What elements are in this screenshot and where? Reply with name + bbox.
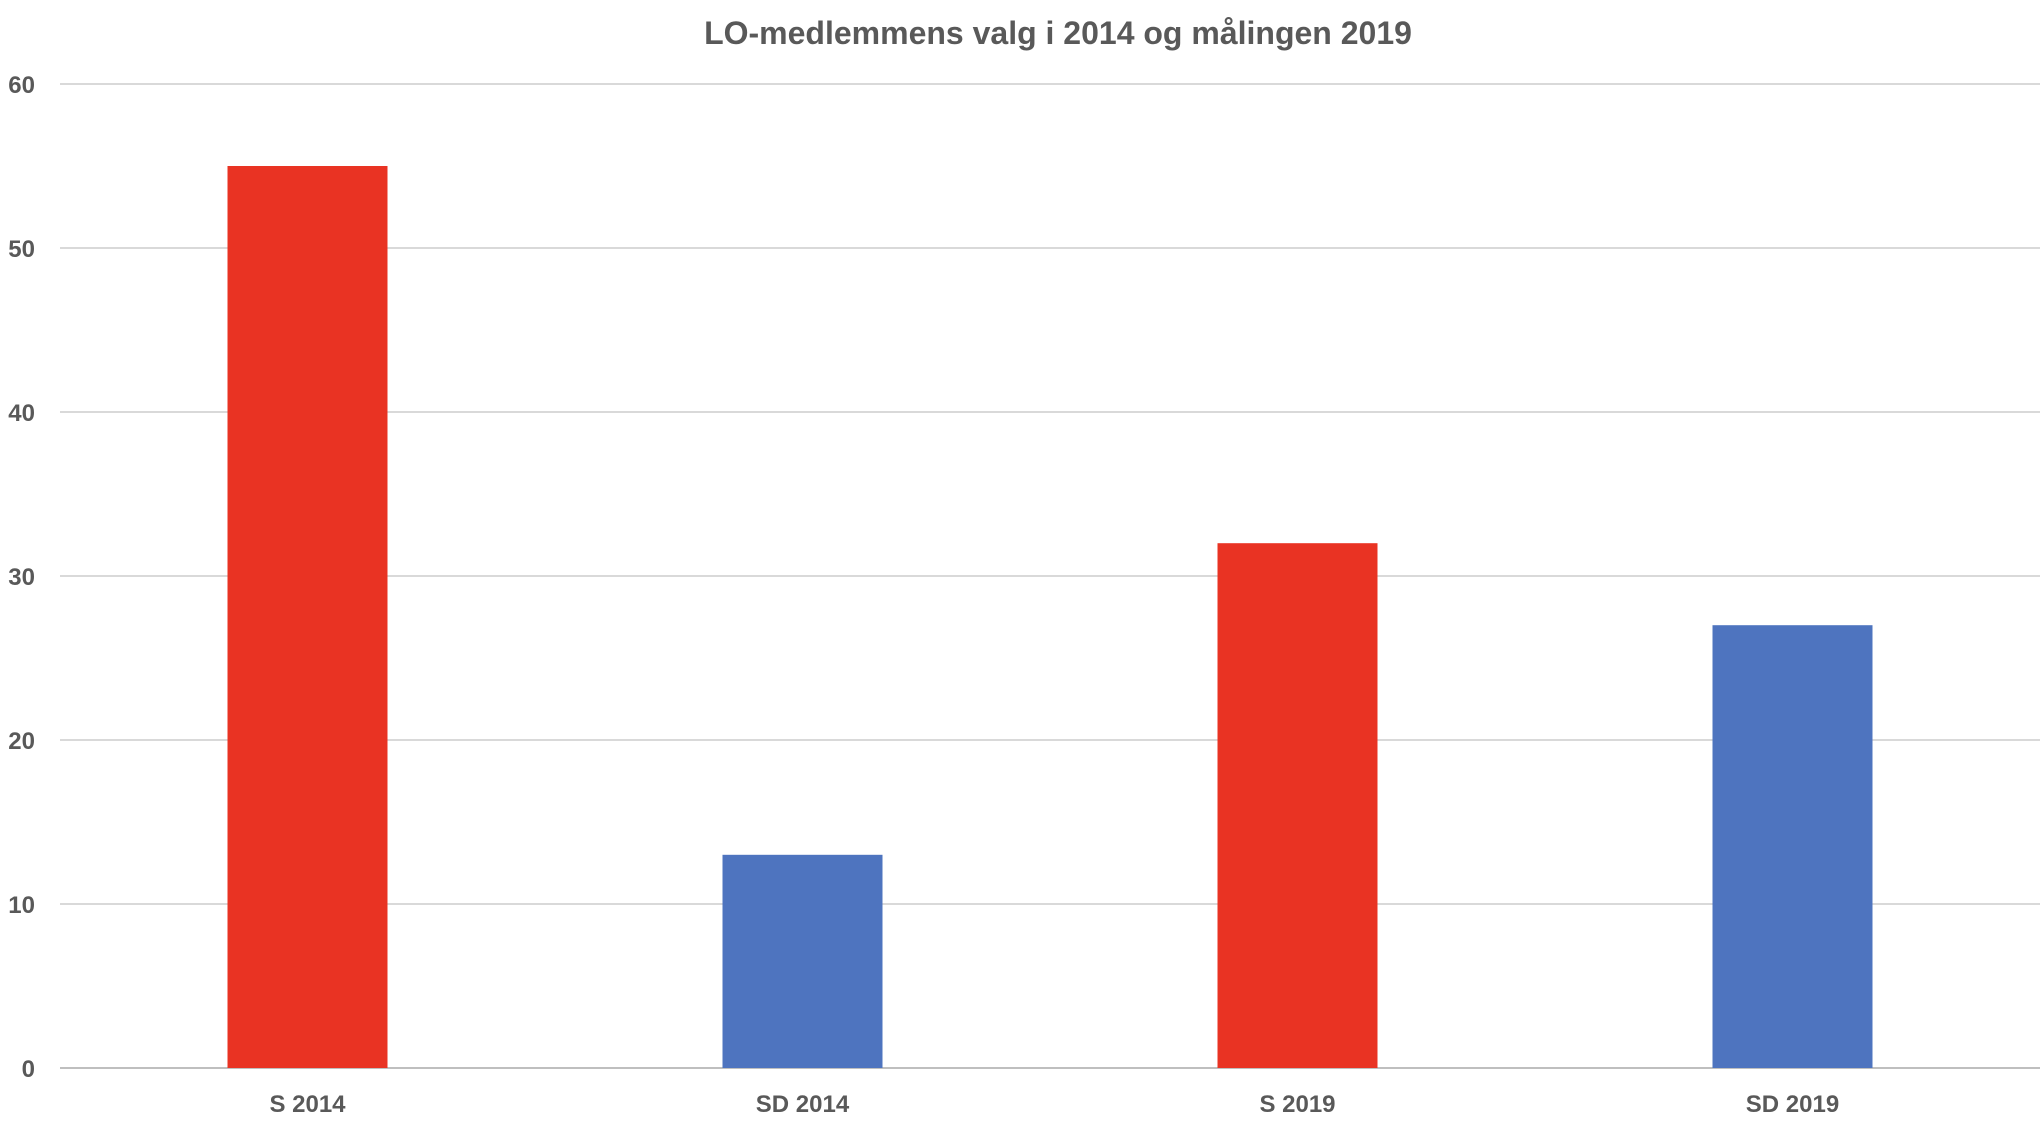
y-tick-label: 60 <box>8 72 35 99</box>
y-tick-label: 40 <box>8 400 35 427</box>
bars <box>227 166 1873 1068</box>
x-axis-ticks: S 2014 SD 2014 S 2019 SD 2019 <box>269 1091 1839 1118</box>
gridlines <box>60 83 2040 1069</box>
x-tick-label: SD 2014 <box>756 1091 850 1118</box>
x-tick-label: SD 2019 <box>1746 1091 1839 1118</box>
y-tick-label: 20 <box>8 728 35 755</box>
bar-s-2019 <box>1217 543 1378 1068</box>
y-tick-label: 50 <box>8 236 35 263</box>
y-axis-ticks: 0 10 20 30 40 50 60 <box>8 72 35 1083</box>
bar-sd-2014 <box>722 854 883 1068</box>
y-tick-label: 10 <box>8 892 35 919</box>
y-tick-label: 30 <box>8 564 35 591</box>
bar-s-2014 <box>227 166 388 1068</box>
y-tick-label: 0 <box>22 1056 35 1083</box>
bar-sd-2019 <box>1712 625 1873 1068</box>
chart-title: LO-medlemmens valg i 2014 og målingen 20… <box>704 15 1412 51</box>
x-tick-label: S 2014 <box>269 1091 346 1118</box>
x-tick-label: S 2019 <box>1259 1091 1335 1118</box>
